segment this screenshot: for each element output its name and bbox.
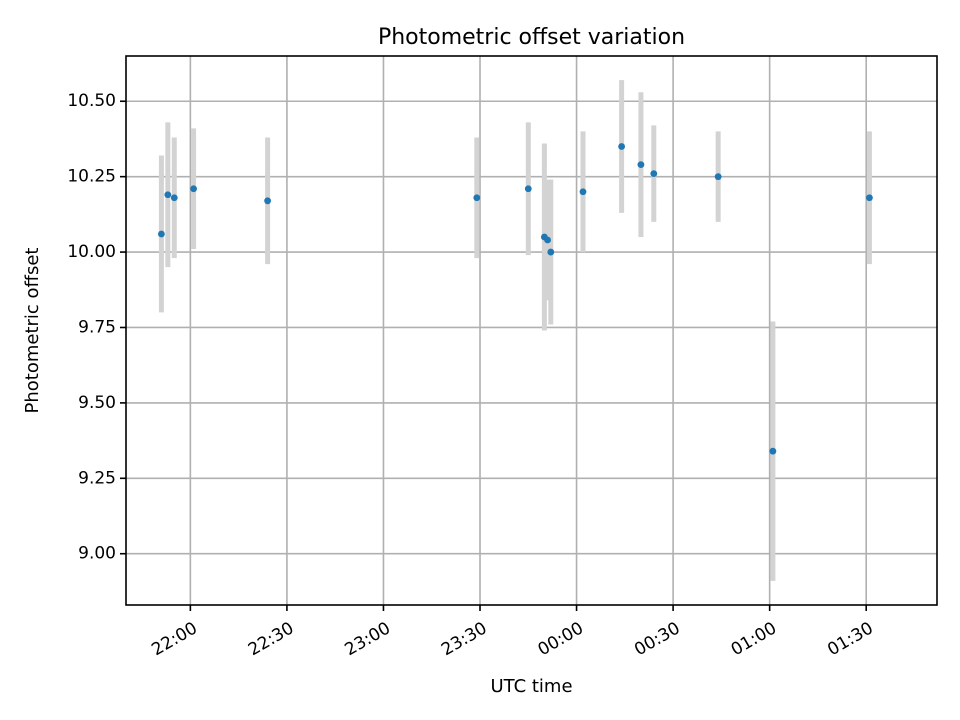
data-point [473,194,481,202]
grid-layer [126,56,937,605]
data-point [170,194,178,202]
data-point [579,188,587,196]
data-point [714,173,722,181]
y-axis-label: Photometric offset [22,248,43,414]
data-point [164,191,172,199]
y-tick-label: 9.25 [78,468,116,488]
x-axis-label: UTC time [490,676,572,697]
y-tick-label: 10.50 [67,91,116,111]
data-point [158,230,165,238]
x-tick-label: 00:30 [631,618,683,660]
data-point [637,161,645,168]
data-point [650,170,658,178]
x-tick-label: 23:30 [438,618,490,660]
data-point [264,197,272,205]
point-layer [158,143,873,455]
data-point [190,185,197,193]
y-tick-label: 9.75 [78,317,116,337]
y-tick-label: 9.50 [78,393,116,413]
data-point [547,248,555,256]
x-tick-label: 01:00 [728,618,780,660]
x-tick-label: 01:30 [824,618,876,660]
data-point [524,185,532,193]
data-point [769,447,777,455]
y-tick-label: 10.25 [67,167,116,187]
x-tick-label: 23:00 [342,618,394,660]
data-point [544,236,551,244]
data-point [866,194,873,202]
chart-title: Photometric offset variation [378,25,685,50]
x-tick-label: 00:00 [535,618,587,660]
x-tick-label: 22:30 [245,618,297,660]
data-point [618,143,626,150]
y-tick-label: 9.00 [78,544,116,564]
errorbar-layer [158,80,872,581]
y-tick-label: 10.00 [67,242,116,262]
plot-frame [125,55,938,606]
x-tick-label: 22:00 [148,618,200,660]
